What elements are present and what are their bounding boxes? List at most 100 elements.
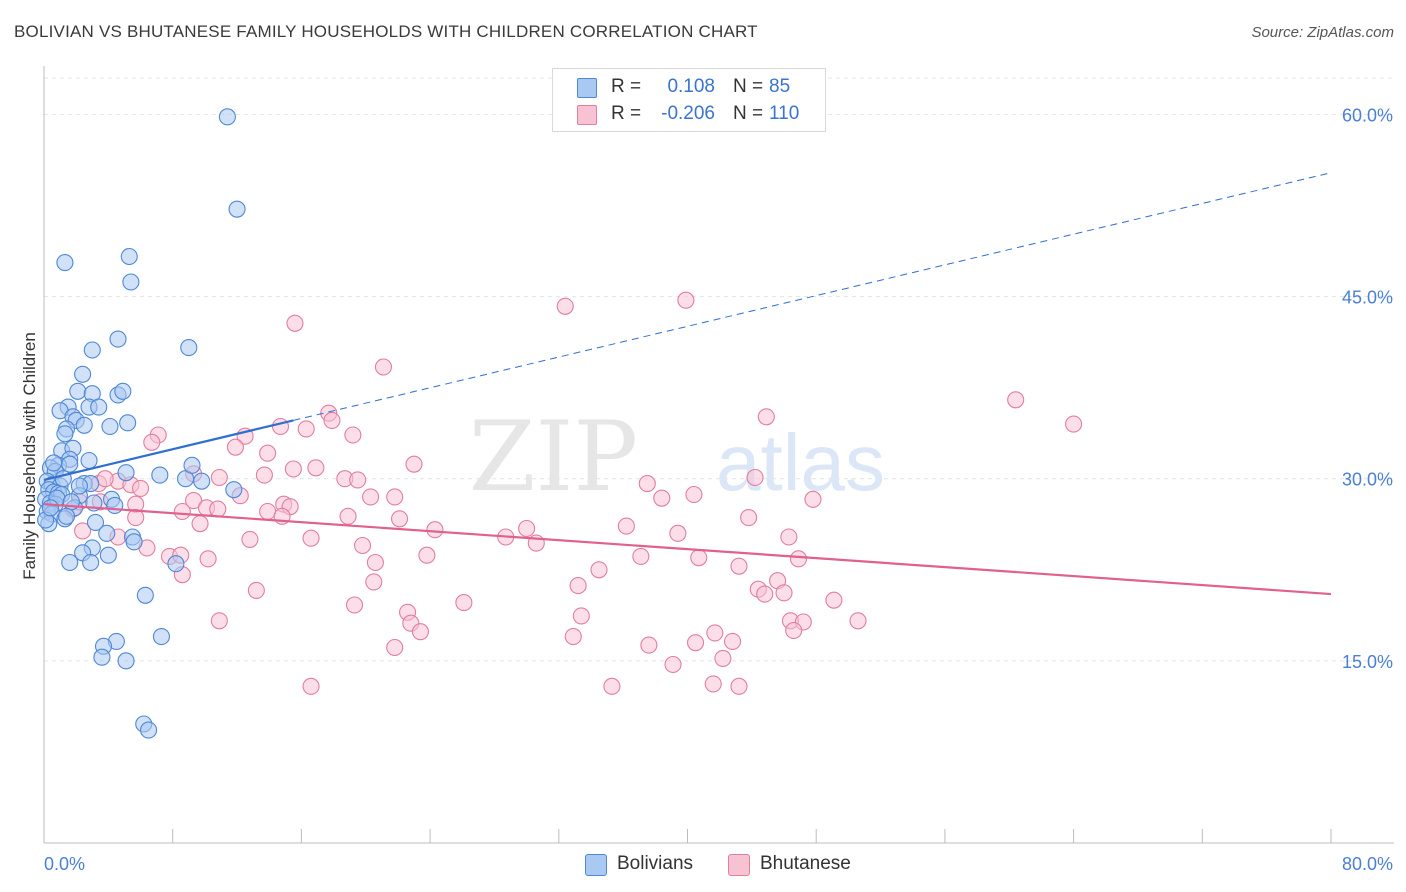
bhutanese-point-17 [405, 455, 423, 473]
watermark-zip: ZIP [469, 401, 638, 513]
bhutanese-point-18 [307, 459, 325, 477]
bhutanese-point-106 [714, 649, 732, 667]
legend-swatch-pink [728, 854, 750, 876]
bhutanese-point-93 [849, 612, 867, 630]
bolivians-point-78 [45, 454, 63, 472]
bhutanese-point-9 [271, 417, 290, 436]
bhutanese-point-16 [259, 444, 277, 462]
bolivians-point-84 [57, 507, 76, 525]
bhutanese-point-85 [247, 581, 265, 599]
legend-row-bhutanese: R = -0.206 N = 110 [553, 100, 825, 128]
bhutanese-point-1 [677, 291, 695, 309]
bolivians-point-67 [167, 555, 185, 573]
bhutanese-point-57 [426, 521, 444, 539]
y-axis-title: Family Households with Children [20, 332, 39, 580]
bhutanese-point-99 [686, 634, 705, 652]
bhutanese-point-90 [572, 607, 590, 625]
bhutanese-point-8 [757, 408, 775, 426]
bhutanese-point-76 [590, 561, 608, 579]
bhutanese-point-55 [518, 519, 536, 538]
bhutanese-point-51 [390, 510, 409, 528]
bolivians-point-35 [183, 456, 201, 474]
bhutanese-point-29 [131, 479, 150, 497]
bhutanese-point-58 [74, 522, 92, 540]
bhutanese-point-54 [617, 517, 635, 535]
bolivians-point-70 [136, 586, 154, 604]
bolivians-point-66 [99, 546, 117, 564]
r-value: 0.108 [667, 76, 715, 97]
bolivians-point-36 [193, 472, 211, 490]
bolivians-point-7 [83, 341, 101, 359]
bhutanese-point-15 [226, 438, 244, 456]
r-label: R = [611, 103, 642, 124]
n-value: 85 [769, 76, 791, 97]
bhutanese-point-80 [365, 573, 383, 591]
legend-label: Bhutanese [760, 853, 851, 874]
bhutanese-point-96 [706, 624, 724, 642]
bolivians-point-74 [93, 648, 111, 666]
bolivians-point-6 [109, 330, 127, 348]
bhutanese-point-33 [386, 488, 404, 506]
bhutanese-point-104 [302, 677, 320, 695]
n-value: 110 [769, 103, 800, 124]
bhutanese-point-19 [284, 460, 302, 478]
bolivians-point-63 [125, 533, 143, 551]
correlation-legend: R = 0.108 N = 85 R = -0.206 N = 110 [552, 68, 826, 132]
bhutanese-point-48 [259, 502, 277, 521]
bhutanese-point-61 [302, 529, 320, 547]
y-tick-label-2: 45.0% [1342, 288, 1393, 308]
series-bolivians [37, 108, 246, 739]
bolivians-point-33 [151, 466, 169, 484]
axes [43, 66, 1394, 844]
bhutanese-point-77 [730, 557, 748, 575]
x-tick-label-max: 80.0% [1342, 854, 1393, 874]
bolivians-point-9 [69, 382, 87, 400]
r-label: R = [611, 76, 642, 97]
bhutanese-point-32 [362, 488, 380, 506]
n-label: N = [733, 103, 764, 124]
bolivians-point-69 [82, 553, 100, 572]
bhutanese-point-102 [603, 677, 621, 695]
bolivians-point-0 [218, 108, 236, 126]
bhutanese-point-86 [825, 591, 843, 609]
bhutanese-point-65 [353, 536, 372, 555]
bhutanese-point-0 [556, 297, 574, 315]
y-tick-label-0: 15.0% [1342, 652, 1393, 672]
n-label: N = [733, 76, 764, 97]
watermark-atlas: atlas [716, 418, 885, 507]
bolivians-point-2 [120, 247, 138, 266]
bhutanese-point-26 [746, 468, 764, 487]
legend-swatch-pink [577, 105, 597, 125]
bhutanese-point-105 [664, 655, 682, 674]
bolivians-point-3 [56, 254, 74, 272]
bhutanese-point-74 [789, 550, 808, 568]
bolivians-point-62 [98, 524, 116, 542]
bhutanese-point-6 [323, 411, 341, 429]
trend-lines [43, 172, 1332, 596]
bolivians-point-80 [70, 477, 88, 495]
bhutanese-point-79 [569, 577, 587, 595]
bhutanese-trend [43, 503, 1332, 596]
bhutanese-point-4 [1007, 391, 1025, 409]
bolivians-trend-dashed [293, 172, 1332, 421]
tick-labels: 15.0% 30.0% 45.0% 60.0% 0.0% 80.0% [44, 105, 1393, 874]
bolivians-point-37 [225, 481, 243, 499]
bhutanese-point-50 [339, 507, 357, 525]
bhutanese-point-109 [564, 628, 582, 646]
bolivians-point-68 [61, 553, 79, 572]
bolivians-point-20 [75, 416, 93, 434]
bhutanese-point-107 [785, 621, 803, 640]
y-tick-label-1: 30.0% [1342, 470, 1393, 490]
series-legend: Bolivians Bhutanese [0, 852, 1406, 878]
chart-title: BOLIVIAN VS BHUTANESE FAMILY HOUSEHOLDS … [14, 22, 758, 41]
bhutanese-point-87 [345, 596, 364, 614]
y-tick-label-3: 60.0% [1342, 105, 1393, 125]
bolivians-point-17 [90, 398, 108, 416]
bolivians-point-32 [117, 464, 135, 482]
bhutanese-point-101 [386, 638, 404, 657]
bhutanese-point-75 [366, 553, 384, 572]
bhutanese-point-10 [297, 420, 315, 438]
legend-row-bolivians: R = 0.108 N = 85 [553, 73, 825, 101]
bhutanese-point-98 [640, 636, 658, 654]
